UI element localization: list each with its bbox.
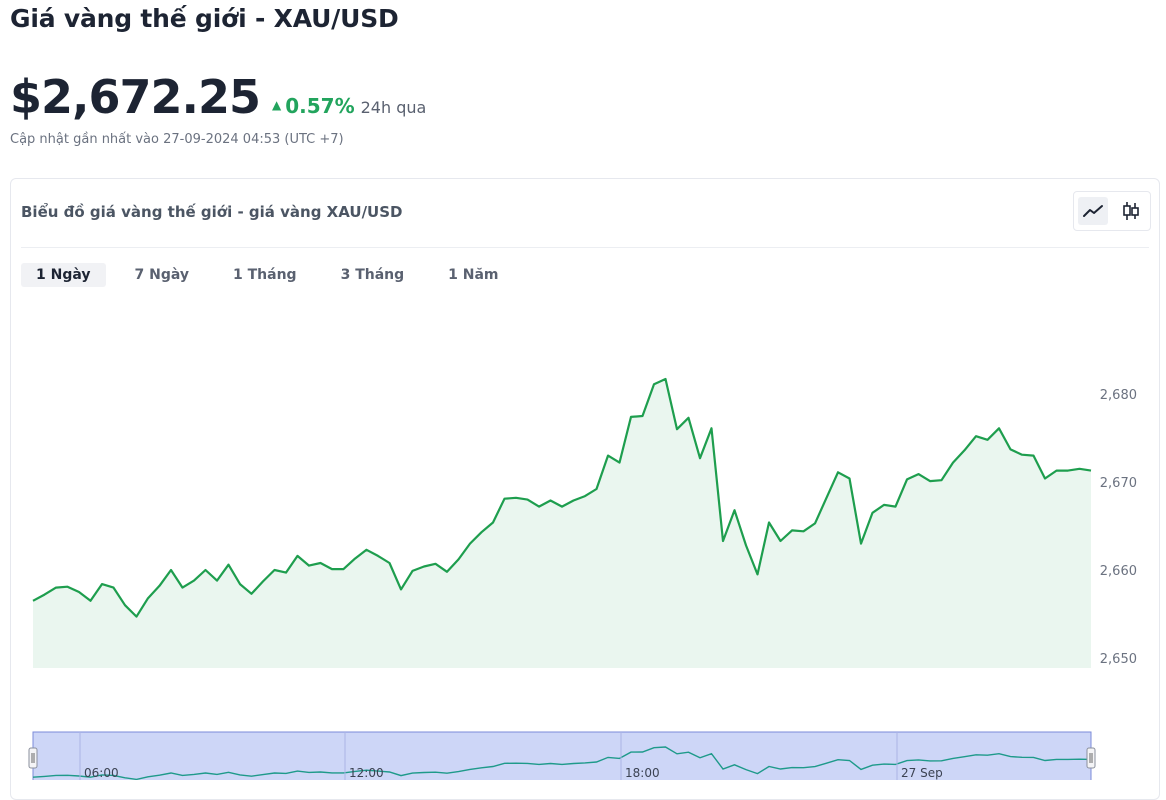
chart-type-switcher — [1073, 191, 1151, 231]
tab-1-day[interactable]: 1 Ngày — [21, 263, 106, 287]
line-chart-button[interactable] — [1078, 197, 1108, 225]
navigator-tick-label: 18:00 — [625, 766, 660, 780]
navigator-right-handle[interactable] — [1086, 747, 1096, 769]
price-chart: 2,650 2,660 2,670 2,680 06:00 12:00 18:00 27 Se… — [28, 377, 1137, 780]
candlestick-chart-button[interactable] — [1116, 197, 1146, 225]
price-change: 0.57% — [285, 94, 355, 118]
tab-1-year[interactable]: 1 Năm — [448, 267, 499, 283]
change-period: 24h qua — [360, 98, 427, 117]
range-tabs: 1 Ngày 7 Ngày 1 Tháng 3 Tháng 1 Năm — [21, 263, 528, 287]
tab-1-month[interactable]: 1 Tháng — [233, 267, 297, 283]
price-area — [33, 379, 1091, 668]
price-row: $2,672.25 ▲ 0.57% 24h qua — [10, 70, 426, 124]
navigator-tick-label: 12:00 — [349, 766, 384, 780]
tab-7-days[interactable]: 7 Ngày — [134, 267, 190, 283]
range-navigator — [32, 731, 1092, 780]
navigator-left-handle[interactable] — [28, 747, 38, 769]
last-updated: Cập nhật gần nhất vào 27-09-2024 04:53 (… — [10, 132, 344, 147]
navigator-tick-label: 06:00 — [84, 766, 119, 780]
candlestick-icon — [1123, 202, 1139, 220]
page-title: Giá vàng thế giới - XAU/USD — [10, 4, 399, 33]
y-tick-label: 2,680 — [1100, 388, 1137, 403]
y-tick-label: 2,670 — [1100, 476, 1137, 491]
price-line — [32, 377, 1092, 618]
navigator-tick-label: 27 Sep — [901, 766, 943, 780]
y-tick-label: 2,660 — [1100, 564, 1137, 579]
triangle-up-icon: ▲ — [272, 98, 282, 112]
chart-card-title: Biểu đồ giá vàng thế giới - giá vàng XAU… — [21, 203, 403, 221]
navigator-line — [32, 746, 1092, 780]
card-divider — [21, 247, 1149, 248]
line-chart-icon — [1083, 205, 1103, 217]
tab-3-months[interactable]: 3 Tháng — [340, 267, 405, 283]
current-price: $2,672.25 — [10, 70, 261, 124]
y-tick-label: 2,650 — [1100, 652, 1137, 667]
